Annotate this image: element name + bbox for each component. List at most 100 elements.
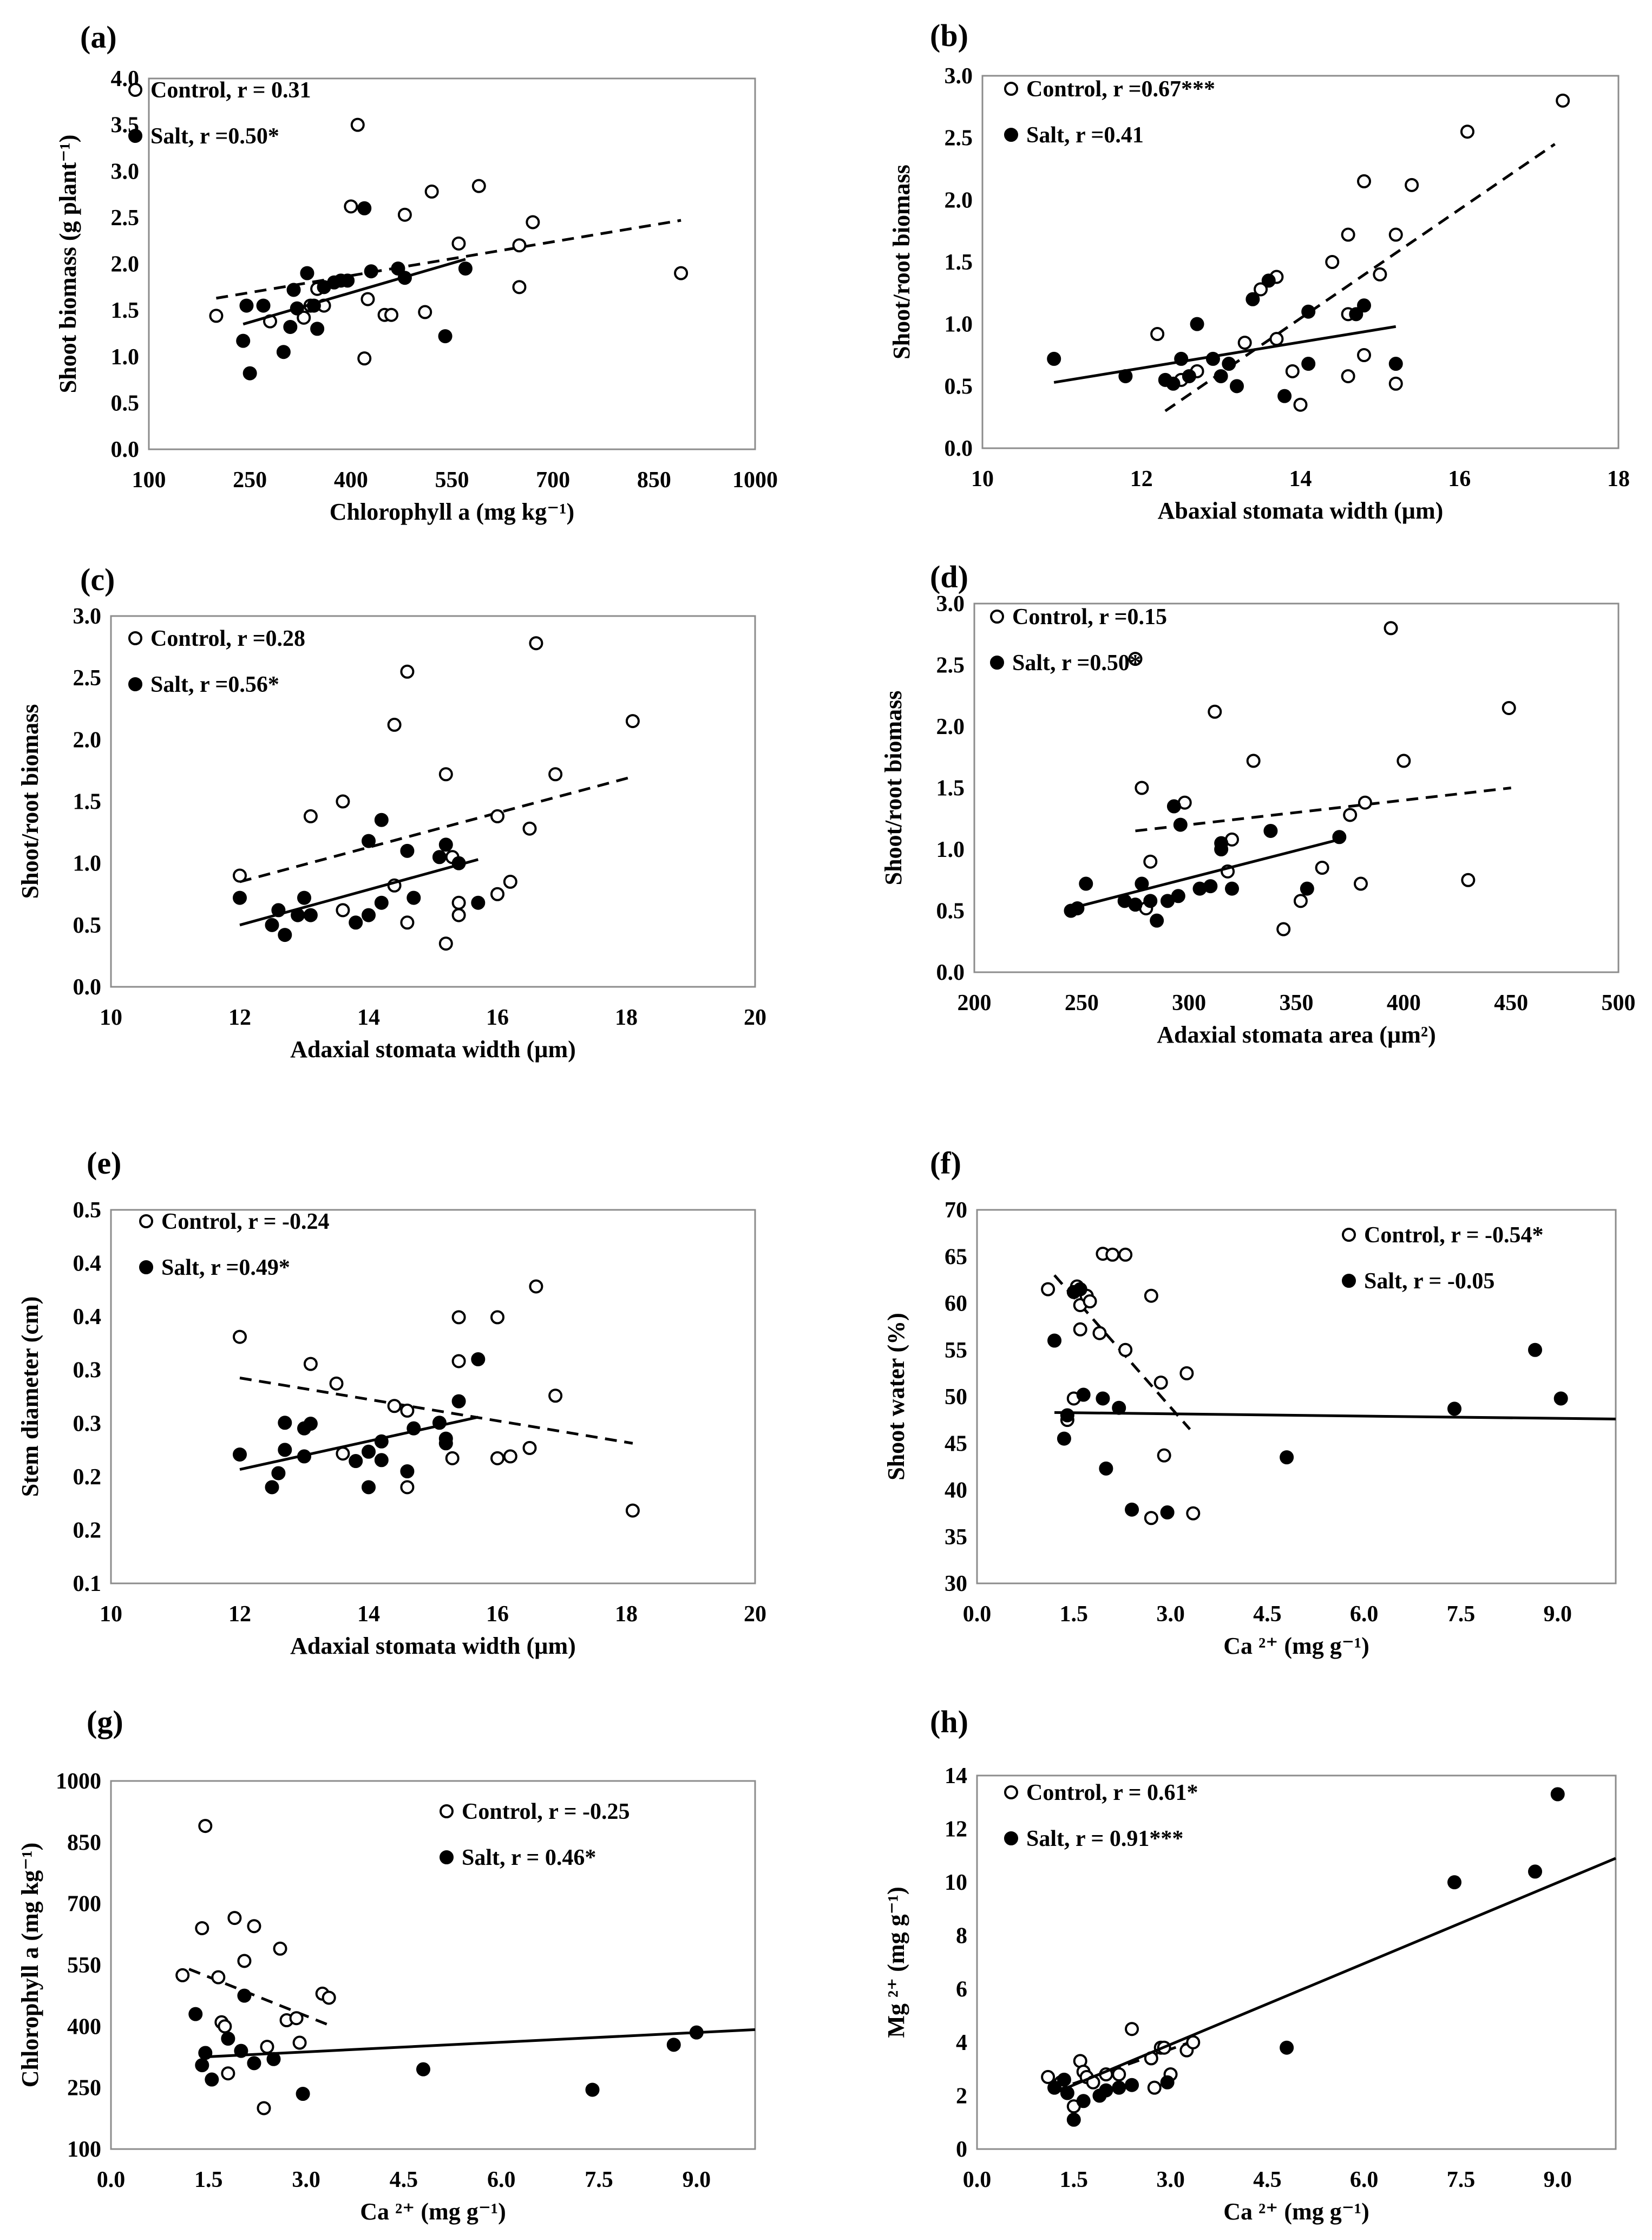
y-tick-label: 0.5 <box>73 913 102 938</box>
salt-point <box>265 1480 279 1495</box>
control-point <box>625 714 640 729</box>
control-point <box>1092 1326 1107 1340</box>
salt-point <box>1060 1408 1074 1423</box>
control-point <box>1388 227 1403 242</box>
control-point <box>257 2101 271 2115</box>
y-tick-label: 55 <box>945 1338 967 1363</box>
x-tick-label: 4.5 <box>1253 2167 1282 2192</box>
control-point <box>1354 876 1368 891</box>
trend-line-salt <box>1054 1411 1616 1420</box>
trend-line-control <box>239 775 633 883</box>
salt-point <box>374 895 389 910</box>
control-point <box>1461 873 1476 887</box>
legend-label: Control, r = -0.25 <box>462 1799 630 1824</box>
x-tick-label: 12 <box>1130 467 1153 492</box>
salt-point <box>1066 2112 1081 2127</box>
salt-point <box>1047 1333 1062 1348</box>
y-tick-label: 2.0 <box>936 715 965 739</box>
y-tick-label: 0.4 <box>73 1252 102 1276</box>
salt-point <box>1528 1864 1543 1879</box>
salt-point <box>1203 879 1218 894</box>
x-tick-label: 700 <box>536 468 570 493</box>
control-point <box>1285 364 1300 378</box>
salt-point <box>349 1454 363 1469</box>
x-tick-label: 6.0 <box>1350 1602 1379 1627</box>
legend-label: Salt, r =0.56* <box>150 672 279 697</box>
x-tick-label: 500 <box>1602 991 1636 1016</box>
panel-label: (b) <box>930 18 968 53</box>
x-tick-label: 400 <box>334 468 368 493</box>
x-tick-label: 20 <box>744 1005 766 1030</box>
series-salt: Salt, r = 0.91*** <box>1004 1787 1616 2127</box>
salt-point <box>1190 317 1204 331</box>
salt-point <box>278 1443 292 1457</box>
y-tick-label: 60 <box>945 1292 967 1317</box>
control-point <box>522 1440 537 1455</box>
salt-point <box>233 890 247 905</box>
y-axis-label: Shoot biomass (g plant⁻¹) <box>55 135 81 394</box>
x-axis-label: Adaxial stomata width (µm) <box>290 1036 576 1063</box>
legend-marker <box>1342 1274 1356 1288</box>
legend-marker <box>139 1214 153 1228</box>
control-point <box>526 215 540 230</box>
salt-point <box>407 1421 421 1436</box>
x-tick-label: 10 <box>100 1005 122 1030</box>
salt-point <box>1230 379 1244 394</box>
panel-label: (e) <box>87 1145 121 1181</box>
control-point <box>303 1357 318 1371</box>
control-point <box>512 238 527 253</box>
salt-point <box>1174 351 1189 366</box>
y-tick-label: 0.0 <box>945 436 973 461</box>
x-axis-label: Adaxial stomata area (µm²) <box>1157 1021 1436 1048</box>
legend-label: Control, r =0.28 <box>150 626 305 651</box>
salt-point <box>306 298 321 313</box>
salt-point <box>237 1988 252 2003</box>
control-point <box>218 2019 232 2034</box>
x-tick-label: 14 <box>1289 467 1312 492</box>
x-tick-label: 850 <box>637 468 671 493</box>
control-point <box>357 351 372 366</box>
x-tick-label: 200 <box>958 991 992 1016</box>
control-point <box>400 1403 415 1418</box>
y-tick-label: 1000 <box>56 1769 101 1794</box>
salt-point <box>1160 2075 1175 2090</box>
control-point <box>400 664 415 679</box>
y-tick-label: 12 <box>945 1817 967 1842</box>
control-point <box>529 1279 543 1294</box>
control-point <box>322 1990 336 2005</box>
x-tick-label: 250 <box>233 468 267 493</box>
panel-label: (f) <box>930 1145 961 1181</box>
salt-point <box>1125 1502 1139 1517</box>
salt-point <box>362 1480 376 1495</box>
control-point <box>503 1449 517 1464</box>
salt-point <box>266 2052 281 2066</box>
salt-point <box>1349 307 1363 322</box>
y-tick-label: 2.5 <box>936 653 965 678</box>
x-tick-label: 4.5 <box>1253 1602 1282 1627</box>
control-point <box>1112 2067 1126 2081</box>
series-control: Control, r = -0.25 <box>175 1799 630 2115</box>
control-point <box>1041 2069 1056 2084</box>
legend-label: Control, r =0.15 <box>1012 605 1167 630</box>
x-tick-label: 16 <box>486 1005 509 1030</box>
control-point <box>1276 922 1291 936</box>
legend-marker <box>128 129 142 143</box>
salt-point <box>1173 817 1188 832</box>
control-point <box>175 1968 190 1982</box>
control-point <box>1358 795 1372 810</box>
panel-a: (a) 100 250 400 550 700 850 1000 0.0 0.5 1.0 1.5 2.0… <box>55 19 778 525</box>
y-tick-label: 0.5 <box>111 391 140 416</box>
trend-line-control <box>216 219 681 300</box>
control-point <box>211 1970 226 1984</box>
legend-label: Salt, r = 0.46* <box>462 1845 596 1870</box>
series-salt: Salt, r =0.56* <box>128 672 486 942</box>
y-tick-label: 3.0 <box>73 604 102 629</box>
series-salt: Salt, r =0.41 <box>1004 123 1403 403</box>
control-point <box>1341 369 1355 383</box>
control-point <box>344 199 358 214</box>
x-axis-label: Ca ²⁺ (mg g⁻¹) <box>1223 1633 1369 1659</box>
y-tick-label: 0.2 <box>73 1465 102 1490</box>
legend-marker <box>128 677 142 691</box>
panel-h: (h) 0.0 1.5 3.0 4.5 6.0 7.5 9.0 0 2 4 6 8 10 12 14 Ca ²⁺… <box>883 1704 1617 2225</box>
